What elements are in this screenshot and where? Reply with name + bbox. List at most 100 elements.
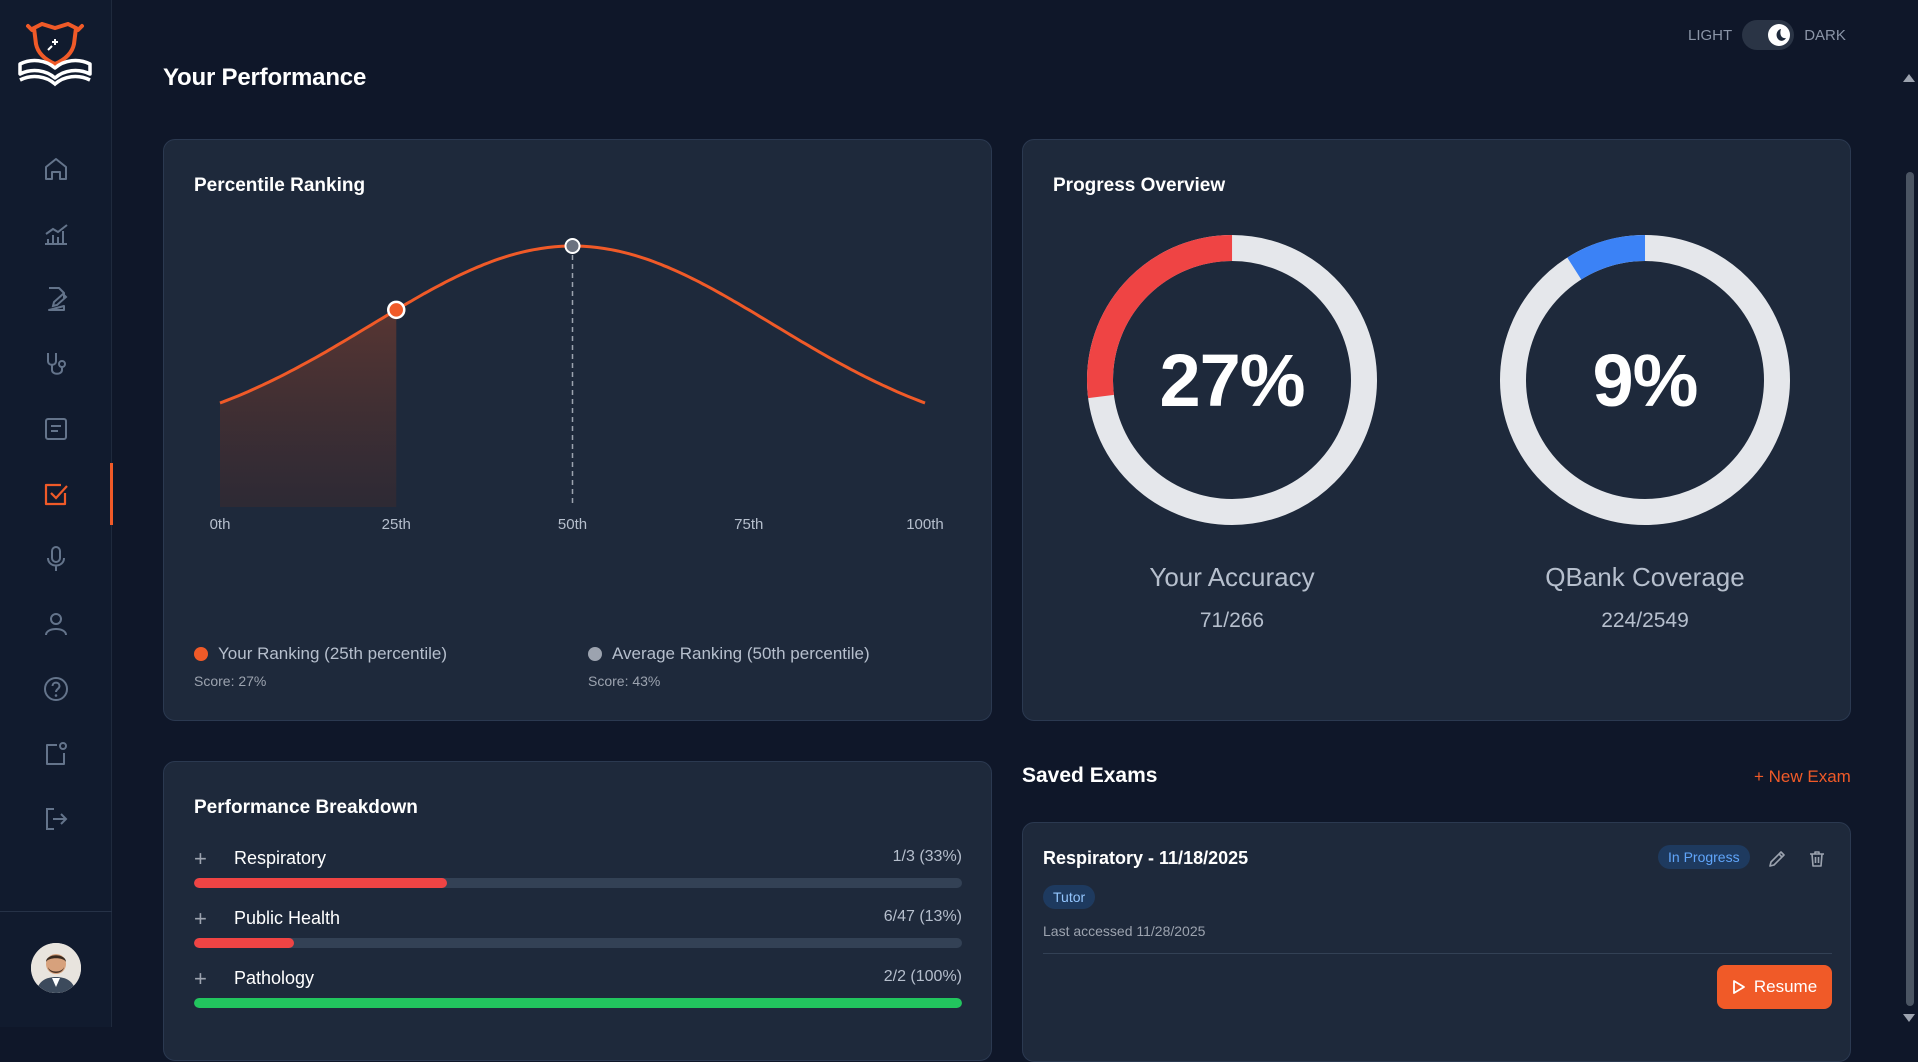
coverage-ring: 9% (1495, 230, 1795, 530)
help-icon (44, 677, 68, 701)
accuracy-value: 27% (1159, 338, 1305, 422)
notes-icon (45, 418, 67, 440)
accuracy-ring: 27% (1082, 230, 1382, 530)
nav-help[interactable] (0, 663, 112, 715)
delete-exam-button[interactable] (1805, 847, 1829, 871)
exam-divider (1043, 953, 1832, 954)
stethoscope-icon (47, 353, 66, 375)
mode-badge: Tutor (1043, 885, 1096, 909)
theme-dark-label: DARK (1804, 26, 1846, 44)
nav-checkbox[interactable] (0, 463, 113, 525)
edit-exam-button[interactable] (1765, 847, 1789, 871)
your-ranking-area (220, 309, 397, 507)
expand-plus-icon[interactable]: + (194, 846, 207, 871)
percentile-card: Percentile Ranking 0th 25th 50th 75th 100th … (163, 139, 992, 721)
average-ranking-point (564, 238, 581, 254)
scroll-down-icon[interactable] (1903, 1014, 1915, 1022)
legend-your-ranking: Your Ranking (25th percentile) (194, 644, 447, 664)
your-score: Score: 27% (194, 673, 267, 689)
exam-card[interactable]: Respiratory - 11/18/2025 In Progress Tut… (1022, 822, 1851, 1062)
coverage-fraction: 224/2549 (1601, 609, 1689, 632)
breakdown-name: Public Health (234, 908, 341, 928)
coverage-label: QBank Coverage (1545, 562, 1745, 592)
user-avatar-icon (31, 943, 81, 993)
theme-light-label: LIGHT (1688, 26, 1733, 44)
breakdown-fill (194, 998, 962, 1008)
accuracy-ring-chart (1087, 235, 1377, 525)
nav-notes[interactable] (0, 403, 112, 455)
x-tick-label: 0th (210, 516, 231, 533)
x-tick-label: 50th (558, 516, 587, 533)
toggle-knob (1768, 24, 1791, 46)
breakdown-card: Performance Breakdown + Respiratory 1/3 … (163, 761, 992, 1061)
sidebar (0, 0, 113, 1027)
edit-document-icon (48, 287, 68, 311)
expand-plus-icon[interactable]: + (194, 966, 207, 991)
coverage-ring-arc (1500, 235, 1790, 525)
page-title: Your Performance (163, 64, 367, 91)
progress-card: Progress Overview 27% Your Accuracy 71/2… (1022, 139, 1851, 721)
shield-book-logo-icon (18, 21, 92, 87)
x-tick-label: 25th (382, 516, 411, 533)
breakdown-track (194, 878, 962, 888)
nav-home[interactable] (0, 143, 112, 195)
notification-icon (46, 742, 67, 765)
legend-average-ranking: Average Ranking (50th percentile) (588, 644, 870, 664)
theme-toggle: LIGHT DARK (1688, 20, 1846, 50)
logo[interactable] (18, 21, 92, 88)
breakdown-score: 2/2 (100%) (883, 968, 962, 985)
analytics-icon (45, 224, 68, 245)
progress-title: Progress Overview (1053, 175, 1226, 196)
breakdown-score: 6/47 (13%) (883, 908, 962, 925)
user-icon (45, 613, 67, 636)
play-icon (1732, 980, 1745, 994)
nav-notification[interactable] (0, 728, 112, 780)
home-icon (45, 158, 67, 180)
x-tick-label: 100th (906, 516, 944, 533)
accuracy-fraction: 71/266 (1199, 609, 1265, 632)
accuracy-label: Your Accuracy (1149, 562, 1315, 592)
breakdown-track (194, 998, 962, 1008)
nav-edit-document[interactable] (0, 273, 112, 325)
saved-exams-title: Saved Exams (1022, 764, 1158, 787)
new-exam-button[interactable]: + New Exam (1754, 767, 1851, 786)
percentile-title: Percentile Ranking (194, 175, 366, 196)
logout-icon (46, 808, 68, 830)
your-ranking-point (387, 300, 406, 320)
percentile-chart: 0th 25th 50th 75th 100th (210, 238, 944, 533)
scroll-thumb[interactable] (1906, 172, 1914, 1006)
sidebar-divider (0, 911, 112, 912)
theme-toggle-switch[interactable] (1742, 20, 1795, 50)
x-tick-label: 75th (734, 516, 763, 533)
breakdown-fill (194, 938, 294, 948)
resume-label: Resume (1753, 977, 1818, 996)
pencil-icon (1769, 851, 1785, 867)
trash-icon (1810, 851, 1824, 867)
resume-button[interactable]: Resume (1717, 965, 1832, 1009)
coverage-ring-chart (1500, 235, 1790, 525)
avatar[interactable] (31, 943, 81, 993)
coverage-value: 9% (1592, 338, 1699, 422)
accuracy-ring-arc (1087, 235, 1377, 525)
breakdown-name: Respiratory (234, 848, 327, 868)
nav-stethoscope[interactable] (0, 338, 112, 390)
expand-plus-icon[interactable]: + (194, 906, 207, 931)
nav-analytics[interactable] (0, 208, 112, 260)
moon-icon (1776, 29, 1787, 41)
breakdown-title: Performance Breakdown (194, 797, 418, 818)
legend-your-label: Your Ranking (25th percentile) (218, 644, 448, 663)
breakdown-track (194, 938, 962, 948)
breakdown-fill (194, 878, 448, 888)
scroll-up-icon[interactable] (1903, 74, 1915, 82)
nav-logout[interactable] (0, 793, 112, 845)
nav-microphone[interactable] (0, 533, 112, 585)
checkbox-icon (44, 483, 68, 506)
status-badge: In Progress (1658, 845, 1750, 869)
legend-your-dot (194, 647, 208, 661)
nav-user[interactable] (0, 598, 112, 650)
legend-average-label: Average Ranking (50th percentile) (612, 644, 870, 663)
microphone-icon (47, 546, 65, 571)
legend-average-dot (588, 647, 602, 661)
breakdown-name: Pathology (234, 968, 315, 988)
exam-title: Respiratory - 11/18/2025 (1043, 848, 1249, 868)
